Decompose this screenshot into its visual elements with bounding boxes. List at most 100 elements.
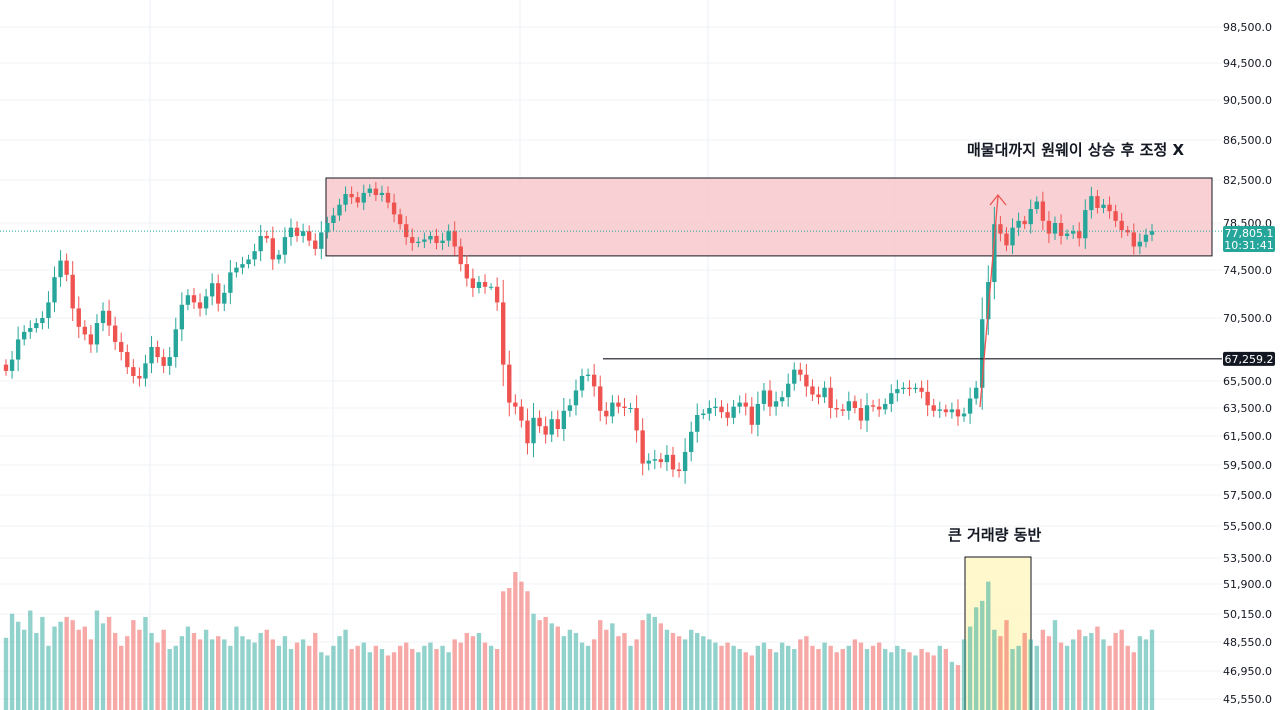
candle: [767, 380, 773, 417]
candle: [106, 299, 112, 336]
candle: [1058, 214, 1064, 245]
annotation-top: 매물대까지 원웨이 상승 후 조정 X: [967, 141, 1185, 159]
candle: [713, 397, 718, 417]
volume-bar: [1101, 639, 1106, 710]
volume-bar: [925, 652, 930, 710]
candle: [343, 186, 348, 212]
volume-bar: [488, 645, 494, 710]
candle: [858, 398, 864, 430]
volume-bar: [288, 649, 294, 710]
candle: [434, 228, 439, 250]
volume-bar: [652, 616, 657, 710]
volume-bar: [440, 645, 445, 710]
volume-bar: [567, 629, 573, 710]
volume-bar: [986, 581, 991, 710]
candle: [798, 362, 803, 382]
volume-bar: [640, 620, 645, 710]
volume-bar: [737, 649, 742, 710]
volume-bar: [852, 639, 858, 710]
candle: [949, 402, 955, 419]
volume-bar: [131, 620, 136, 710]
level-price-label: 67,259.2: [1225, 353, 1274, 366]
candle: [598, 375, 603, 422]
candle: [1070, 225, 1076, 239]
volume-bar: [58, 621, 63, 710]
candle: [40, 311, 45, 330]
volume-bar: [610, 623, 615, 710]
volume-bar: [1137, 636, 1143, 710]
volume-bar: [876, 642, 882, 710]
price-axis[interactable]: 98,500.0 94,500.0 90,500.0 86,500.0 82,500.0…: [1223, 21, 1272, 706]
volume-bar: [622, 632, 627, 710]
candle: [476, 275, 482, 294]
volume-bar: [373, 645, 379, 710]
volume-bar: [628, 645, 633, 710]
volume-bar: [300, 639, 306, 710]
candle: [422, 232, 427, 249]
volume-bar: [1125, 645, 1130, 710]
volume-bar: [234, 626, 239, 710]
resistance-zone[interactable]: [325, 177, 1213, 257]
volume-bar: [125, 636, 130, 710]
candle: [610, 395, 615, 424]
volume-bar: [907, 652, 912, 710]
price-axis-label: 46,950.0: [1223, 665, 1272, 678]
volume-bar: [919, 649, 924, 710]
candle: [889, 384, 894, 413]
candle: [34, 318, 39, 333]
volume-bar: [870, 645, 876, 710]
volume-bar: [422, 645, 427, 710]
volume-bar: [834, 652, 839, 710]
volume-bar: [270, 639, 275, 710]
candle: [270, 226, 275, 270]
volume-bar: [410, 649, 415, 710]
volume-bar: [240, 636, 245, 710]
candle: [209, 273, 215, 306]
candle: [531, 403, 536, 458]
volume-bar: [137, 629, 142, 710]
volume-bar: [216, 636, 221, 710]
volume-bar: [319, 652, 324, 710]
candle: [688, 421, 694, 462]
candle: [840, 403, 845, 416]
volume-bar: [816, 649, 821, 710]
price-axis-label: 55,500.0: [1223, 520, 1272, 533]
candle: [379, 185, 385, 202]
volume-bar: [264, 629, 269, 710]
volume-bar: [173, 645, 178, 710]
volume-bar: [676, 636, 682, 710]
volume-bar: [119, 645, 124, 710]
volume-bar: [1131, 652, 1136, 710]
candle: [1064, 229, 1070, 240]
candle: [707, 400, 712, 421]
candle: [191, 287, 197, 309]
price-axis-label: 82,500.0: [1223, 174, 1272, 187]
volume-bar: [531, 613, 536, 710]
volume-bar: [695, 632, 700, 710]
volume-bar: [82, 626, 88, 710]
volume-bar: [161, 629, 166, 710]
candle: [870, 399, 876, 412]
candle: [416, 237, 421, 248]
candle: [94, 314, 100, 353]
candle: [992, 206, 997, 300]
volume-bar: [22, 629, 27, 710]
candle: [779, 391, 785, 407]
price-axis-label: 98,500.0: [1223, 21, 1272, 34]
volume-bar: [167, 649, 172, 710]
price-axis-label: 50,150.0: [1223, 608, 1272, 621]
volume-bar: [513, 572, 518, 710]
rise-arrow[interactable]: [979, 193, 1007, 408]
volume-bar: [767, 649, 773, 710]
candle: [397, 208, 403, 230]
candle: [1131, 223, 1136, 255]
volume-bar: [106, 616, 112, 710]
candle: [452, 221, 457, 256]
candle: [901, 382, 906, 395]
candle: [137, 367, 142, 387]
price-axis-label: 63,500.0: [1223, 402, 1272, 415]
candle: [919, 380, 924, 399]
volume-bar: [355, 645, 360, 710]
candle: [331, 207, 336, 231]
